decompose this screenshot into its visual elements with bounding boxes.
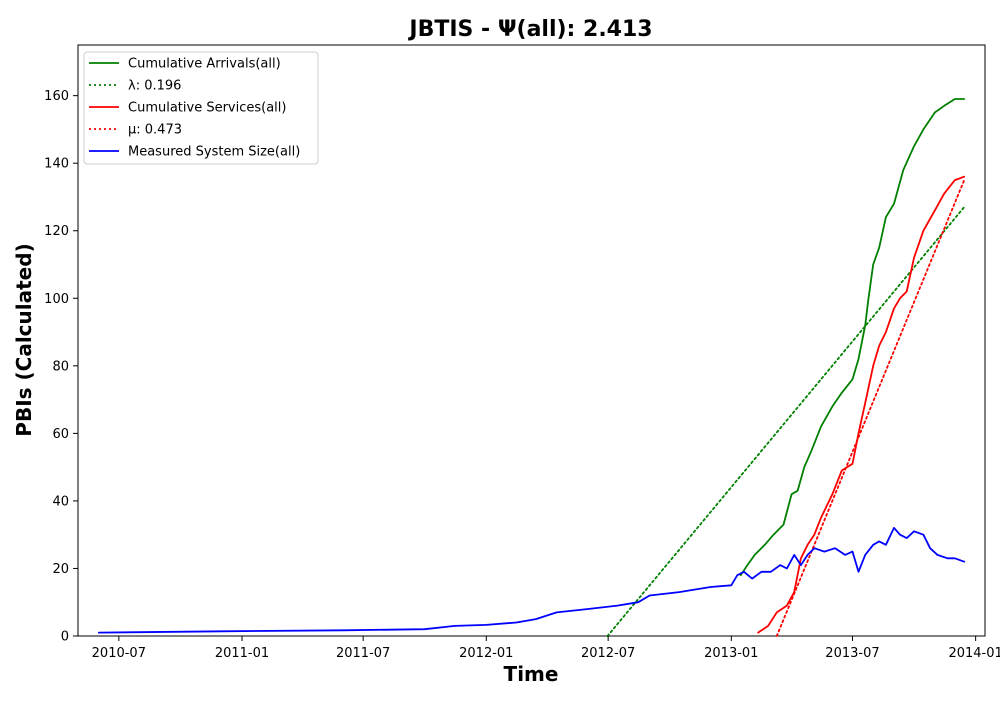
legend: Cumulative Arrivals(all) λ: 0.196 Cumulati… [83,51,319,165]
legend-label: μ: 0.473 [128,123,182,138]
y-tick-label: 60 [52,427,69,442]
series-line-0-473 [775,179,966,637]
x-tick-label: 2011-07 [336,646,390,661]
series-line-cumulative-arrivals-all [739,98,966,577]
x-tick-label: 2013-01 [704,646,758,661]
x-tick-label: 2013-07 [825,646,879,661]
x-axis-label: Time [504,662,559,686]
x-tick-label: 2012-01 [459,646,513,661]
legend-label: Measured System Size(all) [128,145,300,160]
y-tick-label: 40 [52,494,69,509]
x-tick-label: 2011-01 [215,646,269,661]
series-line-0-196 [606,206,966,637]
y-tick-label: 160 [44,89,69,104]
y-tick-label: 0 [61,630,69,645]
legend-label: Cumulative Arrivals(all) [128,57,281,72]
y-axis-label: PBIs (Calculated) [12,243,36,436]
x-tick-label: 2012-07 [581,646,635,661]
y-tick-label: 80 [52,359,69,374]
x-tick-label: 2014-01 [948,646,1000,661]
legend-label: λ: 0.196 [128,79,181,94]
chart-title: JBTIS - Ψ(all): 2.413 [407,17,652,42]
legend-label: Cumulative Services(all) [128,101,286,116]
legend-box [83,51,319,165]
y-tick-label: 140 [44,157,69,172]
series-line-measured-system-size-all [97,527,966,634]
y-tick-label: 120 [44,224,69,239]
y-tick-label: 20 [52,562,69,577]
y-tick-label: 100 [44,292,69,307]
series-line-cumulative-services-all [757,175,966,634]
x-tick-label: 2010-07 [92,646,146,661]
